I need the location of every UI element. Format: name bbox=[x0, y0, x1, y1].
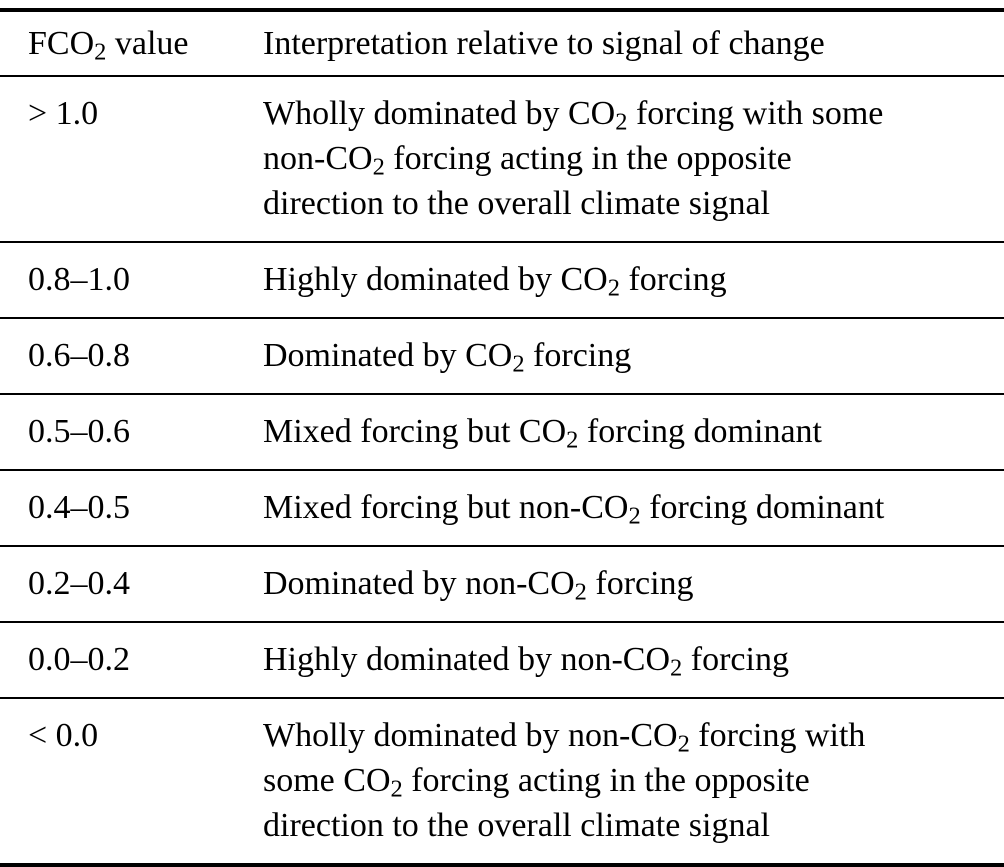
interpretation-cell: Mixed forcing but non-CO2 forcing domina… bbox=[263, 489, 885, 530]
fco2-value-cell: < 0.0 bbox=[28, 717, 99, 754]
interpretation-cell: Mixed forcing but CO2 forcing dominant bbox=[263, 413, 822, 454]
fco2-interpretation-table: FCO2 value Interpretation relative to si… bbox=[0, 8, 1004, 867]
interpretation-cell: Dominated by non-CO2 forcing bbox=[263, 565, 694, 606]
table-row: 0.5–0.6 Mixed forcing but CO2 forcing dom… bbox=[0, 395, 1004, 471]
table-row: < 0.0 Wholly dominated by non-CO2 forcing… bbox=[0, 699, 1004, 863]
header-fco2-value: FCO2 value bbox=[28, 25, 189, 66]
table-row: 0.0–0.2 Highly dominated by non-CO2 forci… bbox=[0, 623, 1004, 699]
interpretation-cell: Highly dominated by non-CO2 forcing bbox=[263, 641, 789, 682]
table-row: 0.2–0.4 Dominated by non-CO2 forcing bbox=[0, 547, 1004, 623]
fco2-value-cell: 0.6–0.8 bbox=[28, 337, 130, 374]
table-row: 0.8–1.0 Highly dominated by CO2 forcing bbox=[0, 243, 1004, 319]
fco2-value-cell: 0.2–0.4 bbox=[28, 565, 130, 602]
table-header-row: FCO2 value Interpretation relative to si… bbox=[0, 12, 1004, 77]
header-interpretation: Interpretation relative to signal of cha… bbox=[263, 25, 825, 62]
fco2-value-cell: 0.0–0.2 bbox=[28, 641, 130, 678]
fco2-value-cell: 0.5–0.6 bbox=[28, 413, 130, 450]
table-row: > 1.0 Wholly dominated by CO2 forcing wit… bbox=[0, 77, 1004, 243]
fco2-value-cell: 0.8–1.0 bbox=[28, 261, 130, 298]
table-row: 0.4–0.5 Mixed forcing but non-CO2 forcing… bbox=[0, 471, 1004, 547]
table-body: > 1.0 Wholly dominated by CO2 forcing wit… bbox=[0, 77, 1004, 863]
fco2-value-cell: 0.4–0.5 bbox=[28, 489, 130, 526]
table-row: 0.6–0.8 Dominated by CO2 forcing bbox=[0, 319, 1004, 395]
fco2-value-cell: > 1.0 bbox=[28, 95, 99, 132]
interpretation-cell: Dominated by CO2 forcing bbox=[263, 337, 632, 378]
interpretation-cell: Wholly dominated by non-CO2 forcing with… bbox=[263, 717, 866, 844]
interpretation-cell: Wholly dominated by CO2 forcing with som… bbox=[263, 95, 884, 222]
interpretation-cell: Highly dominated by CO2 forcing bbox=[263, 261, 727, 302]
